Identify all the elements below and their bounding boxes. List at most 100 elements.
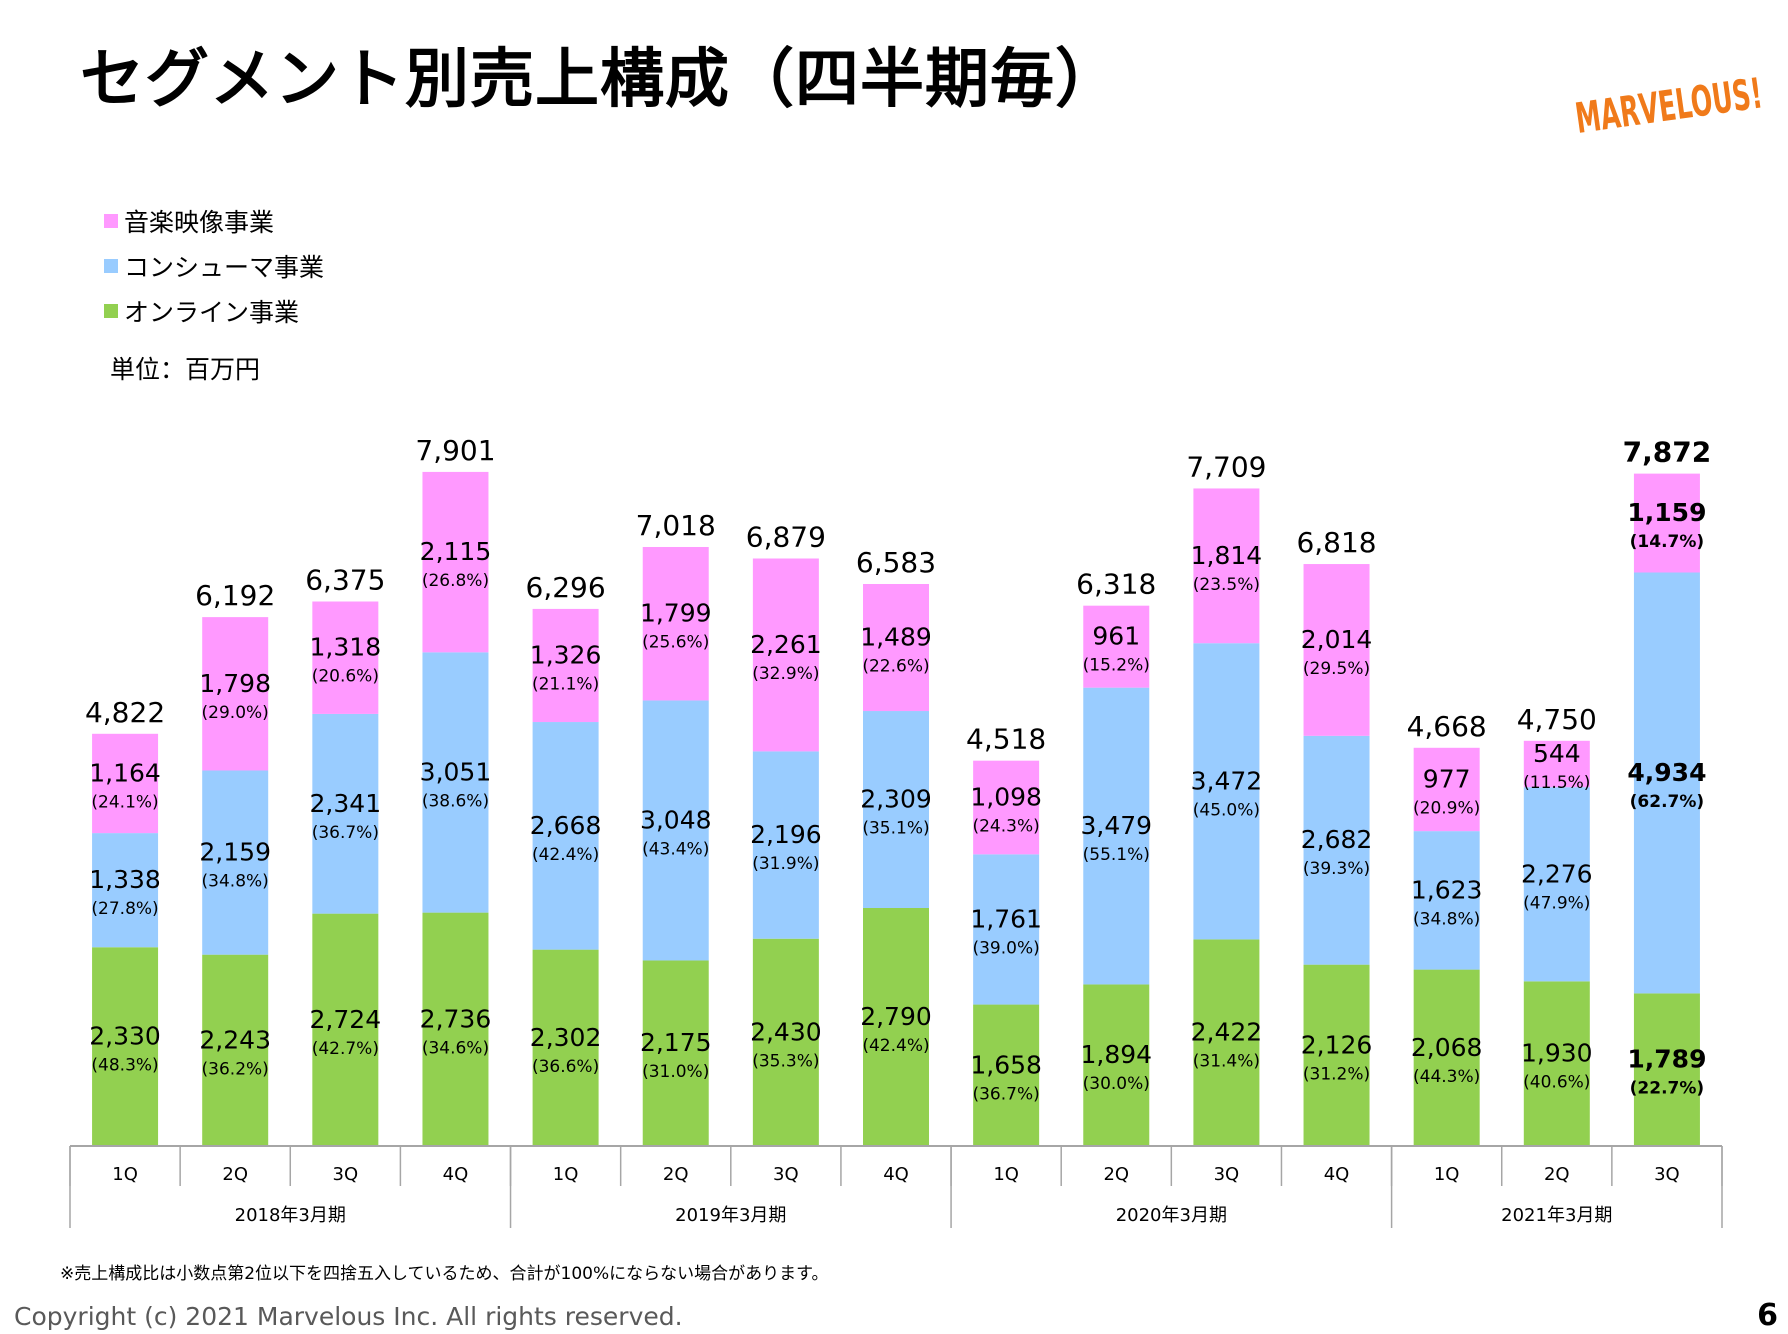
category-label-12: 1Q	[1434, 1164, 1460, 1185]
percent-label-1-3: (38.6%)	[422, 791, 489, 811]
percent-label-0-5: (31.0%)	[642, 1062, 709, 1082]
total-label-7: 6,583	[856, 546, 936, 579]
value-label-2-13: 544	[1533, 739, 1581, 768]
category-label-11: 4Q	[1324, 1164, 1350, 1185]
value-label-1-1: 2,159	[199, 838, 271, 867]
total-label-13: 4,750	[1517, 703, 1597, 736]
bar-segment-0-6	[752, 938, 819, 1146]
percent-label-0-11: (31.2%)	[1303, 1064, 1370, 1084]
value-label-1-9: 3,479	[1080, 811, 1152, 840]
percent-label-1-6: (31.9%)	[752, 854, 819, 874]
total-label-9: 6,318	[1076, 568, 1156, 601]
legend-label-consumer: コンシューマ事業	[124, 252, 325, 282]
category-label-3: 4Q	[443, 1164, 469, 1185]
bar-segment-2-0	[92, 733, 159, 834]
group-label-1: 2019年3月期	[675, 1205, 786, 1226]
bar-segment-0-9	[1083, 984, 1150, 1146]
percent-label-1-13: (47.9%)	[1523, 893, 1590, 913]
category-label-0: 1Q	[112, 1164, 138, 1185]
value-label-0-13: 1,930	[1521, 1039, 1593, 1068]
value-label-2-11: 2,014	[1301, 625, 1373, 654]
percent-label-0-3: (34.6%)	[422, 1038, 489, 1058]
value-label-2-0: 1,164	[89, 758, 161, 787]
percent-label-0-0: (48.3%)	[91, 1056, 158, 1076]
percent-label-2-2: (20.6%)	[312, 667, 379, 687]
bar-segment-0-13	[1523, 981, 1590, 1146]
percent-label-1-2: (36.7%)	[312, 823, 379, 843]
legend-item-music: 音楽映像事業	[104, 198, 324, 243]
total-label-1: 6,192	[195, 579, 275, 612]
value-label-2-5: 1,799	[640, 599, 712, 628]
percent-label-2-10: (23.5%)	[1193, 575, 1260, 595]
percent-label-2-12: (20.9%)	[1413, 798, 1480, 818]
category-label-5: 2Q	[663, 1164, 689, 1185]
bar-segment-1-13	[1523, 787, 1590, 982]
percent-label-0-4: (36.6%)	[532, 1057, 599, 1077]
bar-segment-0-1	[202, 954, 269, 1146]
percent-label-2-14: (14.7%)	[1630, 532, 1705, 552]
value-label-1-14: 4,934	[1627, 758, 1706, 787]
percent-label-0-12: (44.3%)	[1413, 1067, 1480, 1087]
bar-segment-0-14	[1633, 993, 1700, 1146]
percent-label-2-4: (21.1%)	[532, 674, 599, 694]
bar-segment-0-3	[422, 912, 489, 1146]
percent-label-1-4: (42.4%)	[532, 845, 599, 865]
value-label-2-10: 1,814	[1191, 541, 1263, 570]
legend-label-music: 音楽映像事業	[124, 207, 275, 237]
value-label-0-5: 2,175	[640, 1028, 712, 1057]
total-label-10: 7,709	[1186, 450, 1266, 483]
bar-segment-2-11	[1303, 564, 1370, 736]
value-label-1-2: 2,341	[310, 789, 382, 818]
legend-item-online: オンライン事業	[104, 288, 324, 333]
total-label-3: 7,901	[415, 434, 495, 467]
unit-label: 単位：百万円	[110, 355, 261, 384]
percent-label-1-10: (45.0%)	[1193, 800, 1260, 820]
bar-segment-1-1	[202, 770, 269, 955]
category-label-1: 2Q	[222, 1164, 248, 1185]
bar-segment-1-12	[1413, 831, 1480, 970]
bar-segment-0-11	[1303, 964, 1370, 1146]
marvelous-logo: MARVELOUS!	[1572, 68, 1765, 140]
value-label-1-4: 2,668	[530, 811, 602, 840]
value-label-0-8: 1,658	[970, 1050, 1042, 1079]
category-label-8: 1Q	[993, 1164, 1019, 1185]
value-label-0-0: 2,330	[89, 1022, 161, 1051]
bar-segment-2-1	[202, 617, 269, 771]
bar-segment-1-10	[1193, 643, 1260, 940]
value-label-0-11: 2,126	[1301, 1030, 1373, 1059]
percent-label-2-13: (11.5%)	[1523, 773, 1590, 793]
bar-segment-2-2	[312, 601, 379, 714]
bar-segment-0-0	[92, 947, 159, 1146]
percent-label-1-0: (27.8%)	[91, 899, 158, 919]
bar-segment-1-6	[752, 751, 819, 939]
percent-label-1-14: (62.7%)	[1630, 792, 1705, 812]
chart-legend: 音楽映像事業 コンシューマ事業 オンライン事業	[104, 198, 324, 333]
percent-label-0-7: (42.4%)	[862, 1036, 929, 1056]
percent-label-1-8: (39.0%)	[972, 938, 1039, 958]
percent-label-1-1: (34.8%)	[202, 872, 269, 892]
percent-label-2-8: (24.3%)	[972, 817, 1039, 837]
category-label-6: 3Q	[773, 1164, 799, 1185]
bar-segment-2-6	[752, 558, 819, 752]
percent-label-2-7: (22.6%)	[862, 657, 929, 677]
value-label-1-11: 2,682	[1301, 825, 1373, 854]
percent-label-2-9: (15.2%)	[1083, 656, 1150, 676]
total-label-11: 6,818	[1296, 526, 1376, 559]
group-label-3: 2021年3月期	[1501, 1205, 1612, 1226]
bar-segment-0-4	[532, 949, 599, 1146]
percent-label-1-5: (43.4%)	[642, 839, 709, 859]
value-label-1-10: 3,472	[1191, 766, 1263, 795]
footnote: ※売上構成比は小数点第2位以下を四捨五入しているため、合計が100%にならない場…	[60, 1264, 829, 1284]
bar-segment-2-8	[973, 760, 1040, 855]
bar-segment-2-10	[1193, 488, 1260, 644]
total-label-0: 4,822	[85, 696, 165, 729]
percent-label-1-7: (35.1%)	[862, 819, 929, 839]
value-label-2-14: 1,159	[1627, 498, 1706, 527]
percent-label-2-3: (26.8%)	[422, 571, 489, 591]
percent-label-2-5: (25.6%)	[642, 633, 709, 653]
bar-segment-1-3	[422, 652, 489, 913]
bar-segment-2-7	[863, 584, 929, 712]
value-label-2-8: 1,098	[970, 783, 1042, 812]
percent-label-0-10: (31.4%)	[1193, 1052, 1260, 1072]
bar-segment-0-8	[973, 1004, 1040, 1146]
